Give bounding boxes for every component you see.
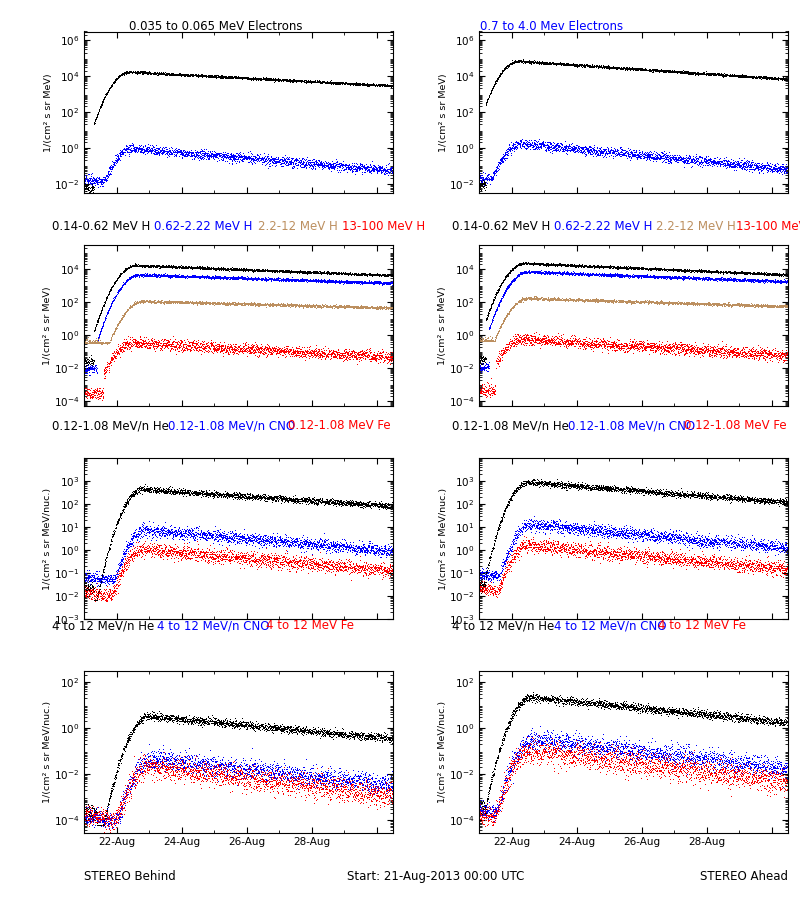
Text: 0.12-1.08 MeV/n He: 0.12-1.08 MeV/n He [452,419,569,432]
Text: 4 to 12 MeV/n CNO: 4 to 12 MeV/n CNO [554,619,667,632]
Text: 0.14-0.62 MeV H: 0.14-0.62 MeV H [452,220,550,232]
Y-axis label: 1/(cm² s sr MeV/nuc.): 1/(cm² s sr MeV/nuc.) [43,701,52,803]
Text: 4 to 12 MeV Fe: 4 to 12 MeV Fe [266,619,354,632]
Text: 4 to 12 MeV/n He: 4 to 12 MeV/n He [52,619,154,632]
Y-axis label: 1/(cm² s sr MeV): 1/(cm² s sr MeV) [438,73,448,151]
Text: 4 to 12 MeV/n CNO: 4 to 12 MeV/n CNO [157,619,270,632]
Text: 0.7 to 4.0 Mev Electrons: 0.7 to 4.0 Mev Electrons [480,20,623,32]
Text: 2.2-12 MeV H: 2.2-12 MeV H [258,220,338,232]
Text: 0.12-1.08 MeV/n CNO: 0.12-1.08 MeV/n CNO [168,419,295,432]
Y-axis label: 1/(cm² s sr MeV/nuc.): 1/(cm² s sr MeV/nuc.) [438,488,447,590]
Y-axis label: 1/(cm² s sr MeV/nuc.): 1/(cm² s sr MeV/nuc.) [438,701,447,803]
Text: STEREO Ahead: STEREO Ahead [700,870,788,883]
Text: 13-100 MeV H: 13-100 MeV H [736,220,800,232]
Y-axis label: 1/(cm² s sr MeV/nuc.): 1/(cm² s sr MeV/nuc.) [43,488,52,590]
Text: 0.62-2.22 MeV H: 0.62-2.22 MeV H [554,220,653,232]
Text: STEREO Behind: STEREO Behind [84,870,176,883]
Text: 0.12-1.08 MeV/n He: 0.12-1.08 MeV/n He [52,419,169,432]
Text: 0.035 to 0.065 MeV Electrons: 0.035 to 0.065 MeV Electrons [130,20,302,32]
Text: 0.14-0.62 MeV H: 0.14-0.62 MeV H [52,220,150,232]
Y-axis label: 1/(cm² s sr MeV): 1/(cm² s sr MeV) [43,286,52,364]
Text: 0.62-2.22 MeV H: 0.62-2.22 MeV H [154,220,253,232]
Y-axis label: 1/(cm² s sr MeV): 1/(cm² s sr MeV) [438,286,447,364]
Text: 4 to 12 MeV/n He: 4 to 12 MeV/n He [452,619,554,632]
Y-axis label: 1/(cm² s sr MeV): 1/(cm² s sr MeV) [43,73,53,151]
Text: 13-100 MeV H: 13-100 MeV H [342,220,425,232]
Text: 0.12-1.08 MeV Fe: 0.12-1.08 MeV Fe [288,419,390,432]
Text: 0.12-1.08 MeV/n CNO: 0.12-1.08 MeV/n CNO [568,419,695,432]
Text: 4 to 12 MeV Fe: 4 to 12 MeV Fe [658,619,746,632]
Text: 2.2-12 MeV H: 2.2-12 MeV H [656,220,736,232]
Text: 0.12-1.08 MeV Fe: 0.12-1.08 MeV Fe [684,419,786,432]
Text: Start: 21-Aug-2013 00:00 UTC: Start: 21-Aug-2013 00:00 UTC [347,870,525,883]
